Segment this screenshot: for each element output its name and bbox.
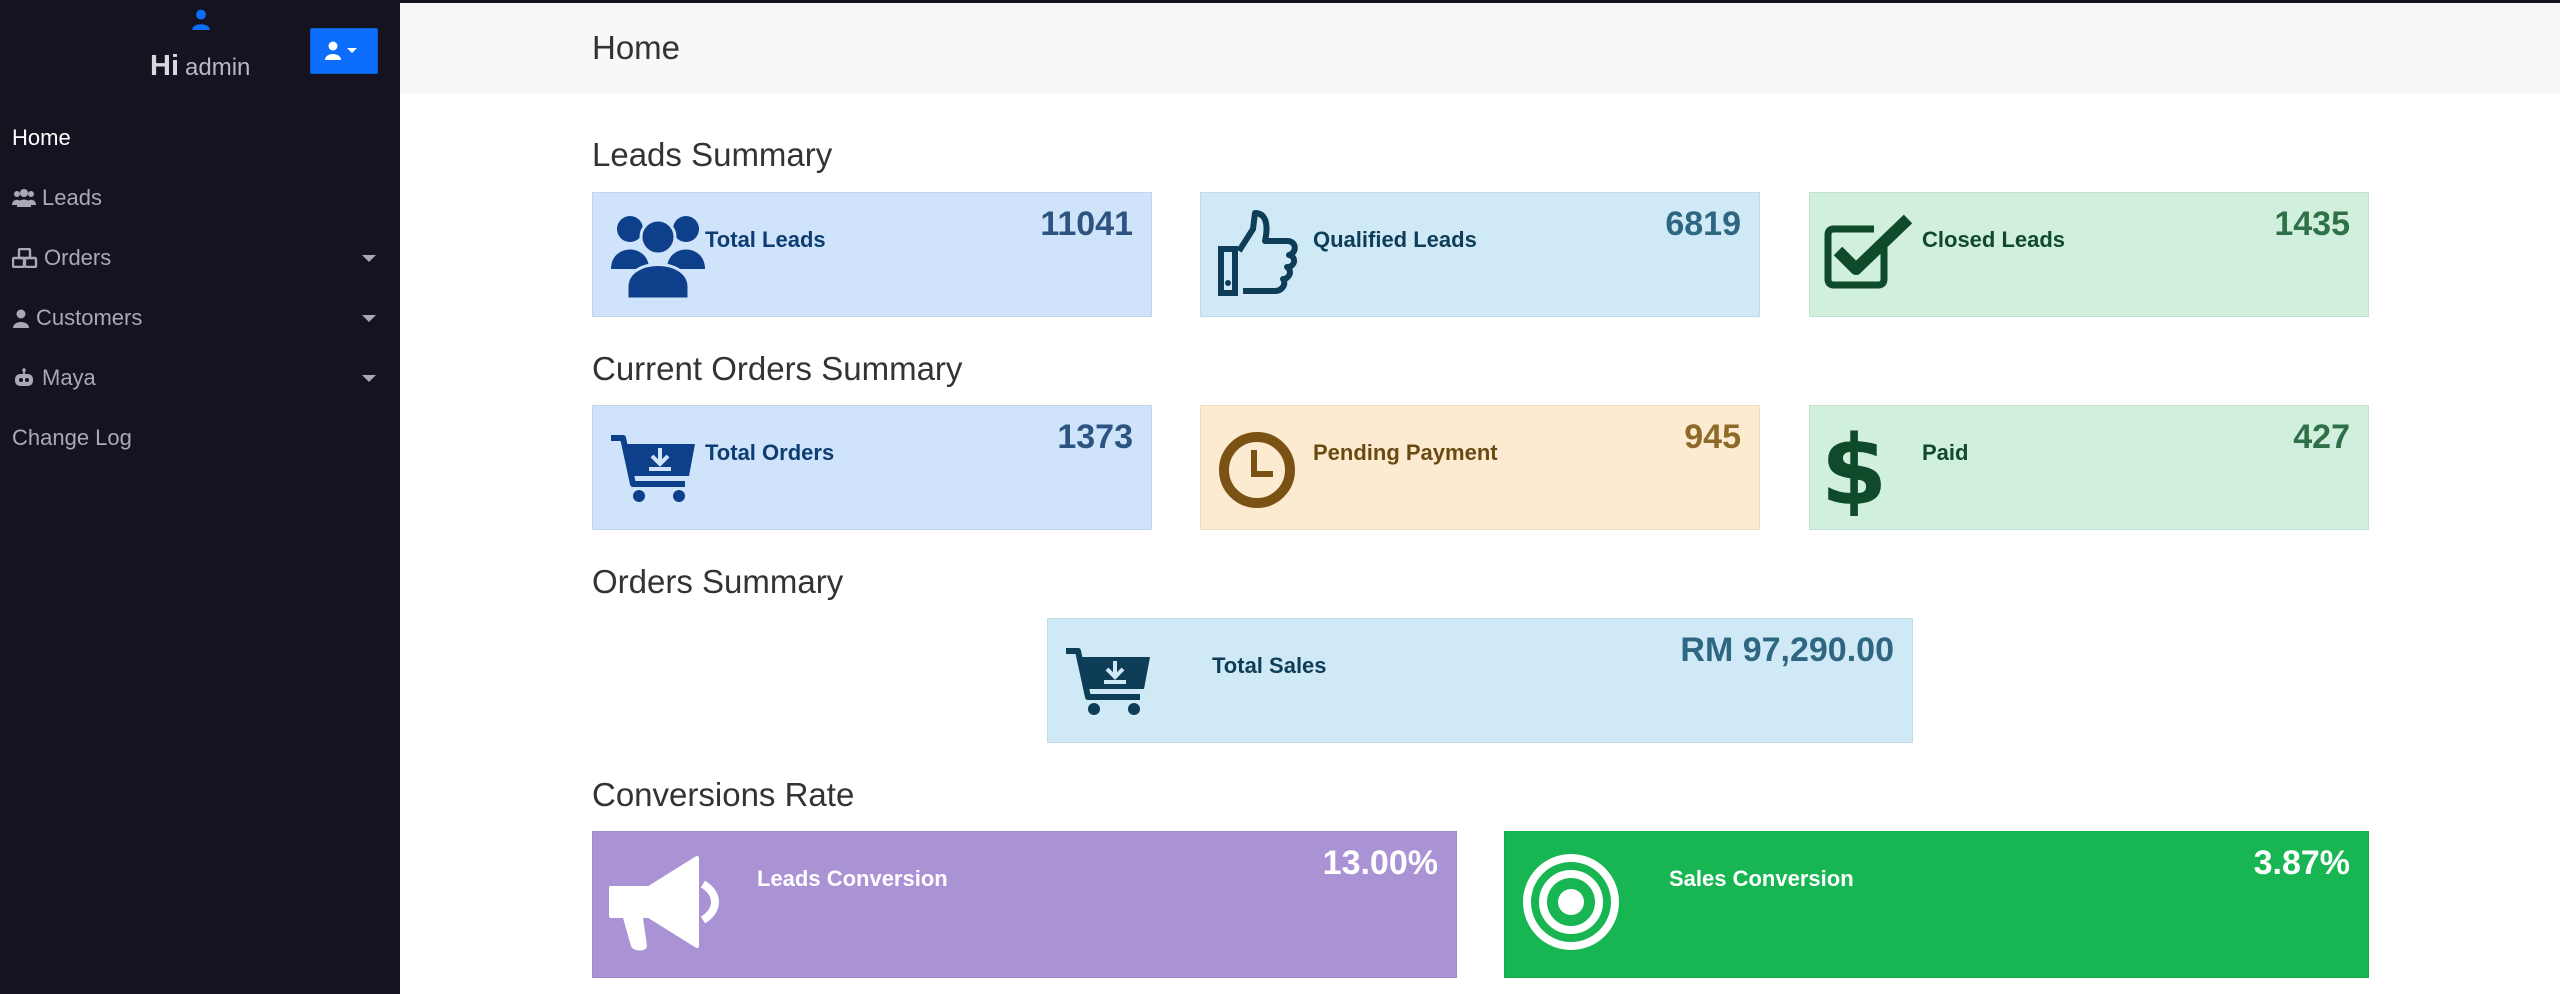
svg-text:$: $	[1824, 420, 1884, 516]
user-menu-button[interactable]	[310, 28, 378, 74]
chevron-down-icon	[362, 375, 376, 382]
current-orders-summary-title: Current Orders Summary	[592, 350, 963, 387]
sidebar-item-maya[interactable]: Maya	[0, 348, 400, 408]
user-dropdown-icon	[325, 41, 357, 60]
user-icon	[13, 309, 29, 328]
check-square-icon	[1824, 214, 1912, 289]
target-icon	[1523, 854, 1619, 950]
sidebar-item-home[interactable]: Home	[0, 108, 400, 168]
dollar-icon: $	[1824, 420, 1884, 516]
users-icon	[12, 189, 36, 207]
users-icon	[611, 216, 705, 299]
cubes-icon	[12, 248, 38, 268]
sidebar: Hi admin Home Leads	[0, 0, 400, 994]
megaphone-icon	[609, 856, 719, 951]
card-label: Total Leads	[705, 227, 826, 252]
sales-conversion-card[interactable]: Sales Conversion 3.87%	[1504, 831, 2369, 978]
card-value: 6819	[1665, 205, 1741, 243]
page-title: Home	[592, 29, 681, 66]
page-header: Home	[400, 3, 2560, 94]
card-label: Total Orders	[705, 440, 835, 465]
card-label: Paid	[1922, 440, 1969, 465]
cart-download-icon	[1066, 648, 1150, 715]
chevron-down-icon	[362, 315, 376, 322]
conversions-rate-title: Conversions Rate	[592, 776, 855, 813]
card-value: 11041	[1040, 205, 1133, 243]
closed-leads-card[interactable]: Closed Leads 1435	[1809, 192, 2369, 317]
sidebar-item-change-log[interactable]: Change Log	[0, 408, 400, 468]
card-value: 3.87%	[2253, 844, 2350, 882]
robot-icon	[15, 368, 33, 386]
total-leads-card[interactable]: Total Leads 11041	[592, 192, 1152, 317]
sidebar-item-leads[interactable]: Leads	[0, 168, 400, 228]
sidebar-item-label: Change Log	[12, 425, 132, 450]
orders-summary-title: Orders Summary	[592, 563, 844, 600]
user-icon	[192, 9, 210, 30]
sidebar-item-label: Customers	[36, 305, 143, 330]
card-label: Leads Conversion	[757, 866, 948, 891]
paid-card[interactable]: $ Paid 427	[1809, 405, 2369, 530]
card-value: 1373	[1057, 418, 1133, 456]
sidebar-item-orders[interactable]: Orders	[0, 228, 400, 288]
pending-payment-card[interactable]: Pending Payment 945	[1200, 405, 1760, 530]
qualified-leads-card[interactable]: Qualified Leads 6819	[1200, 192, 1760, 317]
sidebar-item-label: Leads	[42, 185, 102, 210]
sidebar-item-label: Orders	[44, 245, 112, 270]
clock-icon	[1219, 432, 1295, 508]
card-label: Qualified Leads	[1313, 227, 1477, 252]
card-label: Pending Payment	[1313, 440, 1498, 465]
cart-download-icon	[611, 435, 695, 502]
total-sales-card[interactable]: Total Sales RM 97,290.00	[1047, 618, 1913, 743]
greeting: Hi admin	[150, 50, 250, 83]
greeting-hi: Hi	[150, 50, 179, 82]
sidebar-item-label: Home	[12, 125, 71, 150]
card-value: 427	[2293, 418, 2350, 456]
leads-conversion-card[interactable]: Leads Conversion 13.00%	[592, 831, 1457, 978]
card-label: Total Sales	[1212, 653, 1327, 678]
card-value: RM 97,290.00	[1680, 631, 1894, 669]
sidebar-item-customers[interactable]: Customers	[0, 288, 400, 348]
card-value: 1435	[2274, 205, 2350, 243]
total-orders-card[interactable]: Total Orders 1373	[592, 405, 1152, 530]
chevron-down-icon	[362, 255, 376, 262]
card-value: 945	[1684, 418, 1741, 456]
thumbs-up-icon	[1218, 210, 1298, 296]
top-border	[400, 0, 2560, 3]
card-value: 13.00%	[1322, 844, 1438, 882]
user-panel: Hi admin	[0, 0, 400, 100]
greeting-username: admin	[185, 54, 251, 81]
leads-summary-title: Leads Summary	[592, 136, 833, 173]
sidebar-nav: Home Leads Orders Cust	[0, 108, 400, 468]
sidebar-item-label: Maya	[42, 365, 96, 390]
card-label: Closed Leads	[1922, 227, 2066, 252]
card-label: Sales Conversion	[1669, 866, 1854, 891]
